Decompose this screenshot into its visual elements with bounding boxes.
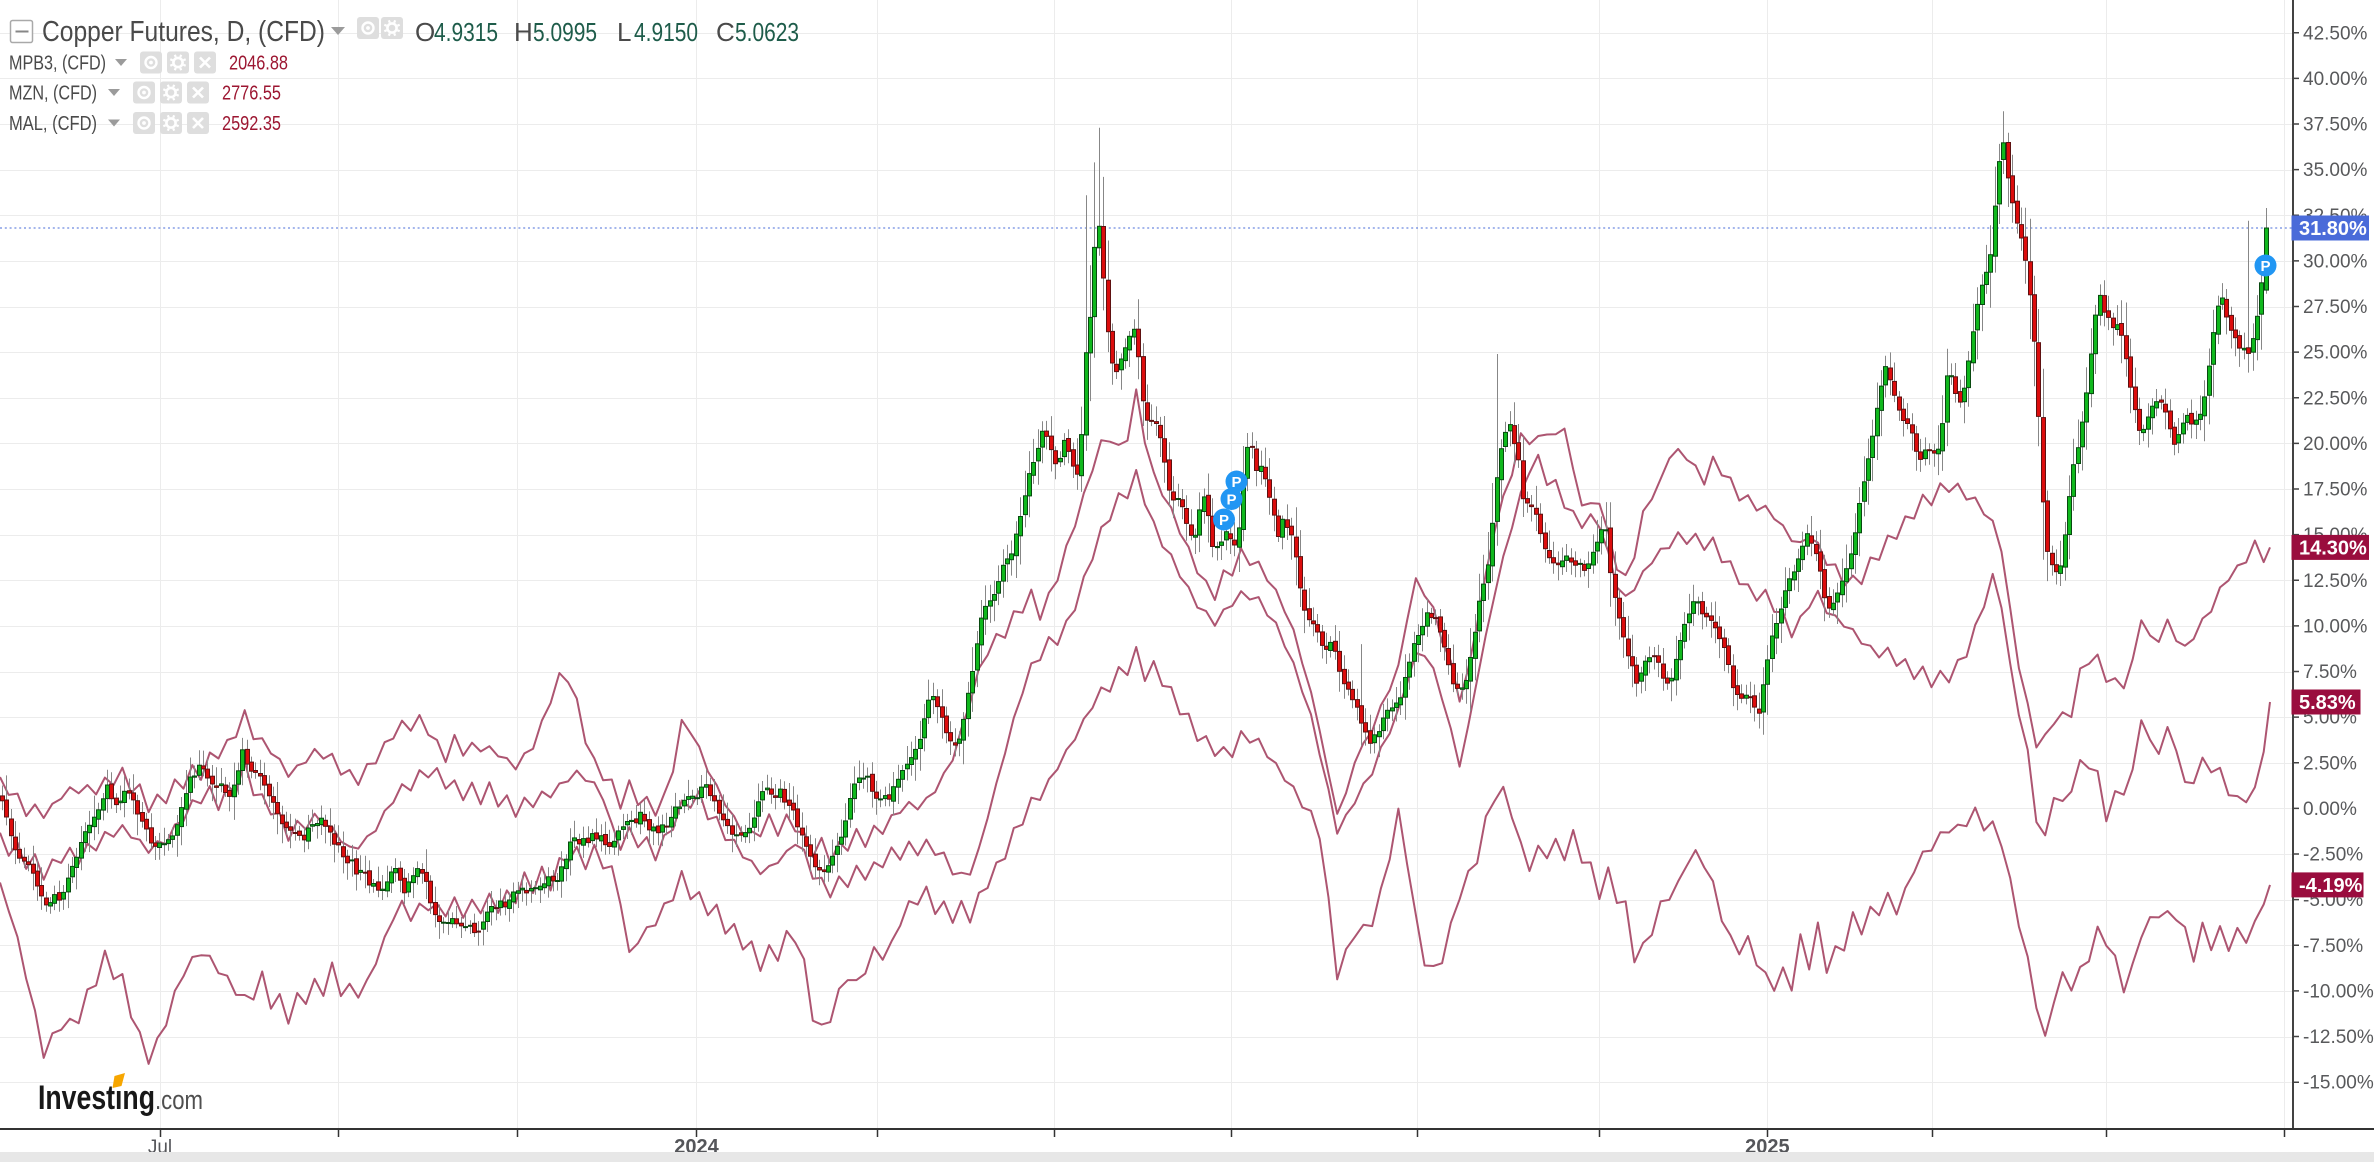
svg-text:MPB3, (CFD): MPB3, (CFD) [9,53,106,75]
svg-text:42.50%: 42.50% [2303,23,2368,44]
svg-text:P: P [1226,492,1236,509]
svg-text:H: H [514,17,533,47]
svg-text:P: P [1231,474,1241,491]
svg-text:10.00%: 10.00% [2303,616,2368,637]
svg-text:5.0995: 5.0995 [533,17,597,47]
svg-text:O: O [415,17,435,47]
svg-text:27.50%: 27.50% [2303,297,2368,318]
svg-text:37.50%: 37.50% [2303,115,2368,136]
svg-text:30.00%: 30.00% [2303,251,2368,272]
svg-text:35.00%: 35.00% [2303,160,2368,181]
svg-text:2776.55: 2776.55 [222,83,281,105]
svg-text:-15.00%: -15.00% [2303,1073,2374,1094]
svg-text:14.30%: 14.30% [2299,537,2367,559]
svg-text:MAL, (CFD): MAL, (CFD) [9,113,97,135]
svg-text:MZN, (CFD): MZN, (CFD) [9,83,97,105]
svg-text:2046.88: 2046.88 [229,53,288,75]
svg-text:5.83%: 5.83% [2299,692,2356,714]
svg-text:20.00%: 20.00% [2303,434,2368,455]
svg-text:2.50%: 2.50% [2303,753,2357,774]
svg-text:L: L [617,17,631,47]
svg-text:-4.19%: -4.19% [2299,875,2363,897]
svg-text:40.00%: 40.00% [2303,69,2368,90]
svg-text:4.9150: 4.9150 [634,17,698,47]
svg-text:Investıng: Investıng [38,1079,155,1117]
svg-text:22.50%: 22.50% [2303,388,2368,409]
svg-text:-12.50%: -12.50% [2303,1027,2374,1048]
svg-text:-7.50%: -7.50% [2303,936,2363,957]
svg-text:P: P [2260,258,2270,275]
svg-text:5.0623: 5.0623 [735,17,799,47]
svg-text:0.00%: 0.00% [2303,799,2357,820]
svg-text:P: P [1219,512,1229,529]
svg-text:2592.35: 2592.35 [222,113,281,135]
svg-text:-10.00%: -10.00% [2303,981,2374,1002]
svg-text:-2.50%: -2.50% [2303,845,2363,866]
svg-text:17.50%: 17.50% [2303,480,2368,501]
svg-text:12.50%: 12.50% [2303,571,2368,592]
svg-text:4.9315: 4.9315 [434,17,498,47]
svg-text:.com: .com [155,1085,203,1115]
svg-text:Copper Futures, D, (CFD): Copper Futures, D, (CFD) [42,16,325,48]
svg-text:C: C [716,17,735,47]
svg-text:7.50%: 7.50% [2303,662,2357,683]
svg-text:25.00%: 25.00% [2303,343,2368,364]
svg-text:31.80%: 31.80% [2299,218,2367,240]
